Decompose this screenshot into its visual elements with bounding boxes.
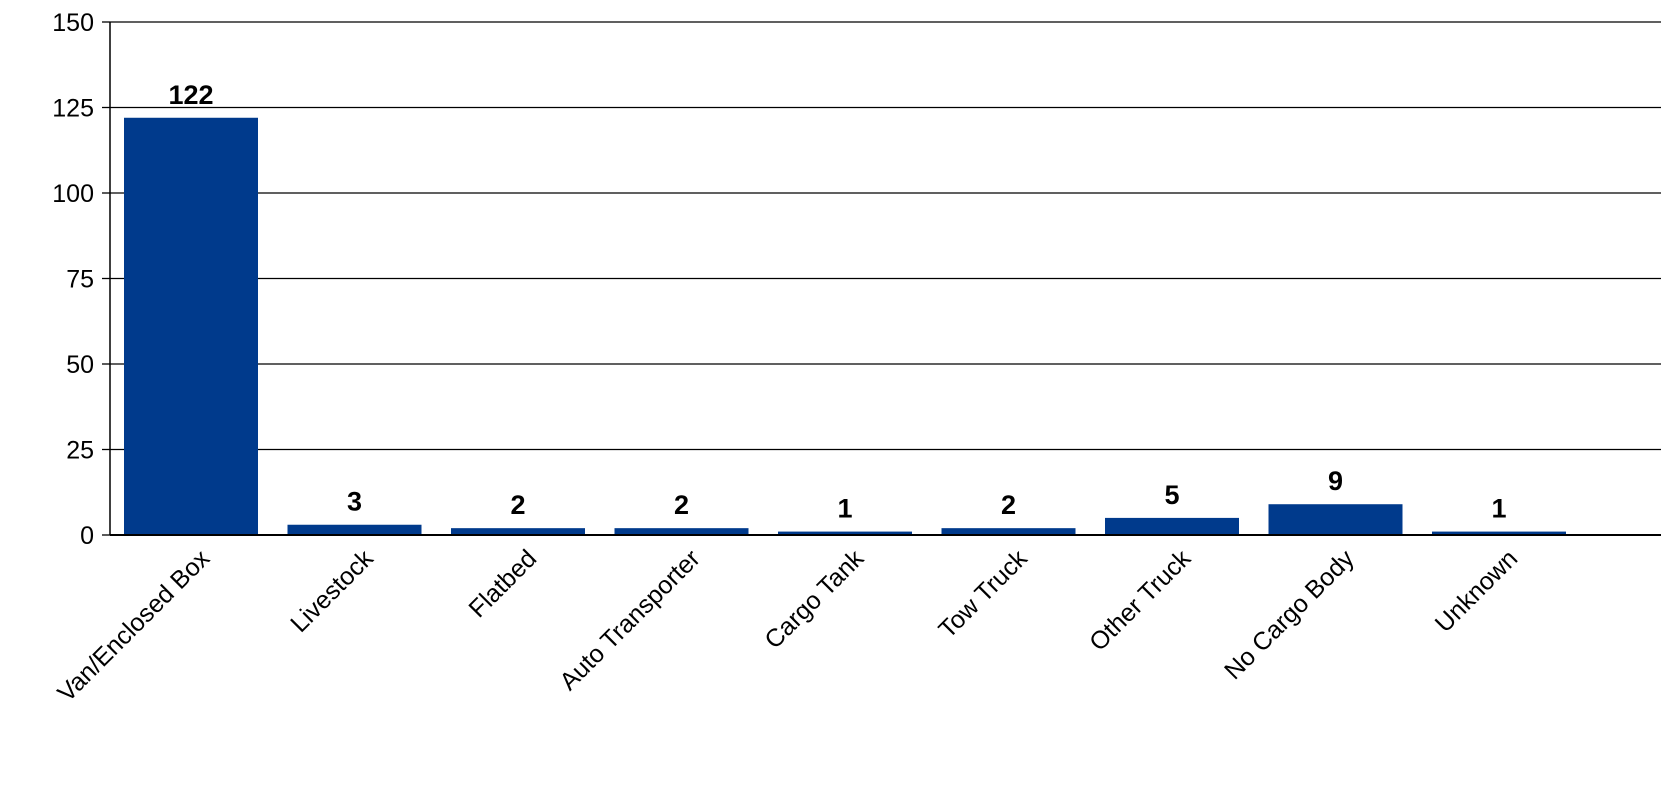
bar-value-label: 1 [1491, 494, 1506, 524]
y-tick-label: 100 [52, 180, 94, 208]
category-label: Livestock [285, 544, 379, 638]
y-tick-label: 50 [66, 351, 94, 379]
bar [941, 528, 1076, 535]
category-label: Tow Truck [933, 544, 1033, 644]
y-tick-label: 0 [80, 522, 94, 550]
bar-value-label: 9 [1328, 466, 1343, 496]
axes [102, 21, 1661, 536]
y-tick-labels: 0 25 50 75 100 125 150 [52, 9, 94, 550]
category-label: Unknown [1430, 544, 1524, 638]
bar [614, 528, 749, 535]
y-tick-label: 125 [52, 95, 94, 123]
bar [124, 117, 258, 535]
bar [778, 531, 912, 535]
bar [1432, 531, 1566, 535]
category-label: Flatbed [463, 544, 542, 623]
category-labels: Van/Enclosed Box Livestock Flatbed Auto Tra… [52, 544, 1523, 707]
bar [451, 528, 585, 535]
bar-value-label: 2 [1001, 490, 1016, 520]
category-label: Cargo Tank [759, 544, 869, 654]
category-label: Auto Transporter [554, 544, 705, 695]
category-label: No Cargo Body [1219, 544, 1360, 685]
bar-value-label: 5 [1164, 480, 1179, 510]
bar [1268, 504, 1403, 535]
gridlines [110, 21, 1661, 451]
y-tick-label: 75 [66, 266, 94, 294]
bar-value-label: 2 [674, 490, 689, 520]
bar [287, 524, 422, 535]
bar-value-label: 3 [347, 487, 362, 517]
category-label: Van/Enclosed Box [52, 544, 215, 707]
bar [1105, 517, 1239, 535]
value-labels: 122 3 2 2 1 2 5 9 1 [168, 80, 1506, 524]
y-tick-label: 150 [52, 9, 94, 37]
bar-value-label: 2 [510, 490, 525, 520]
y-tick-label: 25 [66, 437, 94, 465]
bars [124, 117, 1566, 535]
category-label: Other Truck [1084, 544, 1196, 656]
bar-value-label: 122 [168, 80, 213, 110]
bar-value-label: 1 [837, 494, 852, 524]
